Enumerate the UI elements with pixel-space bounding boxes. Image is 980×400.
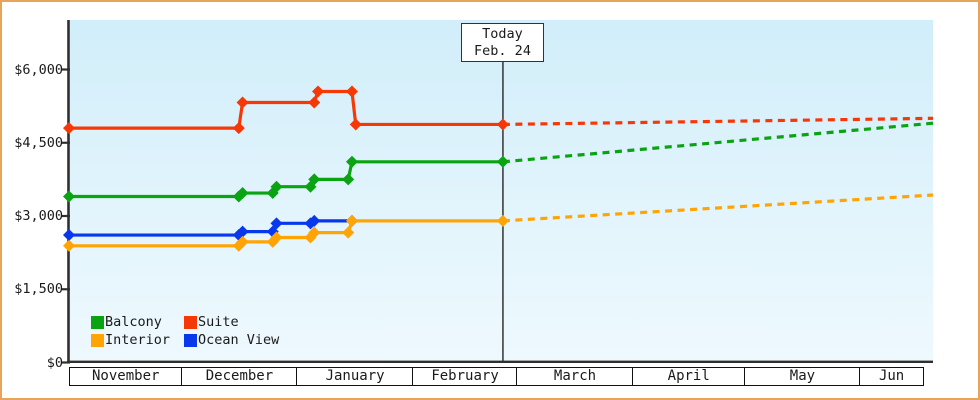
month-cell-november: November xyxy=(69,367,183,386)
y-tick-label: $4,500 xyxy=(14,134,63,151)
legend-swatch-icon xyxy=(184,315,197,329)
data-point-diamond xyxy=(496,214,509,227)
data-point-diamond xyxy=(342,226,355,239)
data-point-diamond xyxy=(308,96,321,109)
legend-item-interior: Interior xyxy=(91,331,184,349)
plot-area-background xyxy=(70,20,933,362)
price-line xyxy=(69,89,503,130)
today-label: Today xyxy=(482,26,523,42)
month-cell-march: March xyxy=(516,367,634,386)
series-suite xyxy=(63,85,934,135)
data-point-diamond xyxy=(63,229,75,242)
data-point-diamond xyxy=(63,239,75,252)
y-tick-label: $1,500 xyxy=(14,281,63,298)
data-point-diamond xyxy=(312,85,325,98)
data-point-diamond xyxy=(63,190,75,203)
data-point-diamond xyxy=(496,155,509,168)
data-point-diamond xyxy=(496,118,509,131)
today-vertical-line xyxy=(502,62,504,363)
legend-swatch-icon xyxy=(91,315,104,329)
month-cell-may: May xyxy=(743,367,862,386)
y-axis-tick xyxy=(61,68,70,71)
legend-label: Suite xyxy=(198,314,239,330)
data-point-diamond xyxy=(270,180,283,193)
data-point-diamond xyxy=(63,122,75,135)
series-interior xyxy=(63,193,934,252)
data-point-diamond xyxy=(308,214,321,227)
y-tick-label: $3,000 xyxy=(14,208,63,224)
data-point-diamond xyxy=(342,173,355,186)
price-line xyxy=(69,160,503,199)
data-point-diamond xyxy=(232,122,245,135)
data-point-diamond xyxy=(270,217,283,230)
y-tick-label: $0 xyxy=(46,354,63,371)
data-point-diamond xyxy=(345,214,358,227)
legend-swatch-icon xyxy=(91,333,104,347)
projection-line xyxy=(502,121,934,164)
month-cell-jun: Jun xyxy=(859,367,924,386)
series-balcony xyxy=(63,121,934,203)
data-point-diamond xyxy=(236,225,249,238)
projection-line xyxy=(502,116,934,127)
data-point-diamond xyxy=(349,118,362,131)
month-cell-december: December xyxy=(180,367,299,386)
today-marker-box: Today Feb. 24 xyxy=(461,23,544,62)
legend-item-balcony: Balcony xyxy=(91,313,184,331)
data-point-diamond xyxy=(236,96,249,109)
month-cell-april: April xyxy=(632,367,746,386)
legend-label: Interior xyxy=(105,332,171,348)
data-point-diamond xyxy=(270,231,283,244)
data-point-diamond xyxy=(236,235,249,248)
y-tick-label: $6,000 xyxy=(14,61,63,78)
data-point-diamond xyxy=(345,85,358,98)
y-axis-tick xyxy=(61,141,70,144)
chart-legend: Balcony Suite Interior Ocean View xyxy=(91,313,279,349)
data-point-diamond xyxy=(236,187,249,200)
projection-line xyxy=(502,193,934,223)
y-axis-tick xyxy=(61,214,70,218)
month-cell-february: February xyxy=(412,367,518,386)
y-axis-tick xyxy=(61,361,70,364)
data-point-diamond xyxy=(308,226,321,239)
legend-label: Balcony xyxy=(105,314,162,330)
x-axis-month-row: November December January February March Apri… xyxy=(69,367,935,386)
legend-label: Ocean View xyxy=(198,332,280,348)
month-cell-january: January xyxy=(296,367,414,386)
data-point-diamond xyxy=(345,155,358,168)
today-date-label: Feb. 24 xyxy=(474,43,531,59)
data-point-diamond xyxy=(308,173,321,186)
legend-swatch-icon xyxy=(184,333,197,347)
legend-item-suite: Suite xyxy=(184,313,279,331)
legend-item-ocean-view: Ocean View xyxy=(184,331,279,349)
y-axis-tick xyxy=(61,288,70,291)
x-axis-line xyxy=(67,360,933,363)
